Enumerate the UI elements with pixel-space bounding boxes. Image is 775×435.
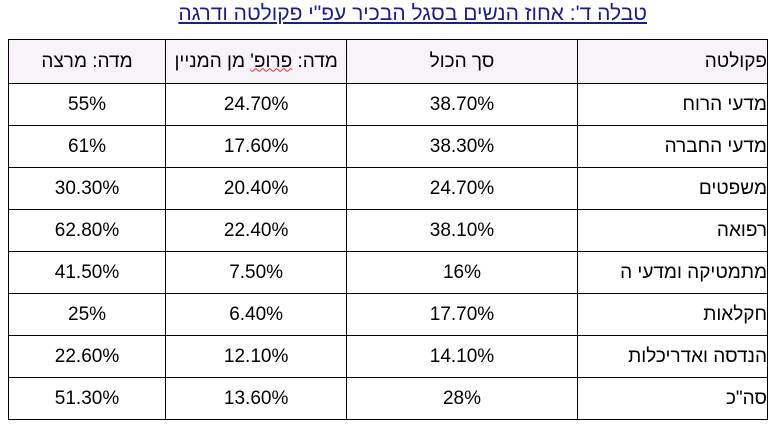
cell-total: 38.70% [346, 83, 578, 126]
table-row: רפואה 38.10% 22.40% 62.80% [7, 209, 769, 252]
table-header-row: פקולטה סך הכול מדה: פרופ' מן המניין מדה:… [7, 39, 769, 84]
cell-lecturer: 22.60% [7, 335, 167, 378]
cell-total: 38.30% [346, 125, 578, 168]
table-row: הנדסה ואדריכלות 14.10% 12.10% 22.60% [7, 335, 769, 378]
cell-faculty: משפטים [576, 167, 769, 210]
cell-total: 28% [346, 377, 578, 420]
cell-lecturer: 51.30% [7, 377, 167, 420]
table-row: מתמטיקה ומדעי ה 16% 7.50% 41.50% [7, 251, 769, 294]
cell-total: 38.10% [346, 209, 578, 252]
header-professor-word: פרופ' [250, 50, 293, 72]
cell-professor: 22.40% [165, 209, 348, 252]
cell-total: 14.10% [346, 335, 578, 378]
header-professor-prefix: מדה: [292, 50, 338, 72]
cell-lecturer: 61% [7, 125, 167, 168]
faculty-table: פקולטה סך הכול מדה: פרופ' מן המניין מדה:… [7, 39, 769, 420]
cell-lecturer: 41.50% [7, 251, 167, 294]
table-row-total: סה"כ 28% 13.60% 51.30% [7, 377, 769, 420]
cell-faculty: מדעי הרוח [576, 83, 769, 126]
table-row: מדעי החברה 38.30% 17.60% 61% [7, 125, 769, 168]
cell-professor: 13.60% [165, 377, 348, 420]
cell-lecturer: 62.80% [7, 209, 167, 252]
cell-total: 16% [346, 251, 578, 294]
cell-professor: 20.40% [165, 167, 348, 210]
table-row: משפטים 24.70% 20.40% 30.30% [7, 167, 769, 210]
cell-faculty: מדעי החברה [576, 125, 769, 168]
table-row: מדעי הרוח 38.70% 24.70% 55% [7, 83, 769, 126]
cell-faculty: רפואה [576, 209, 769, 252]
cell-faculty: הנדסה ואדריכלות [576, 335, 769, 378]
header-lecturer: מדה: מרצה [7, 39, 167, 84]
cell-lecturer: 25% [7, 293, 167, 336]
table-row: חקלאות 17.70% 6.40% 25% [7, 293, 769, 336]
header-professor-suffix: מן המניין [174, 50, 251, 72]
table-title: טבלה ד': אחוז הנשים בסגל הבכיר עפ"י פקול… [178, 2, 647, 25]
cell-faculty: מתמטיקה ומדעי ה [576, 251, 769, 294]
header-professor: מדה: פרופ' מן המניין [165, 39, 348, 84]
header-faculty: פקולטה [576, 39, 769, 84]
cell-lecturer: 30.30% [7, 167, 167, 210]
cell-lecturer: 55% [7, 83, 167, 126]
cell-professor: 24.70% [165, 83, 348, 126]
cell-professor: 12.10% [165, 335, 348, 378]
header-total: סך הכול [346, 39, 578, 84]
cell-professor: 7.50% [165, 251, 348, 294]
cell-faculty: חקלאות [576, 293, 769, 336]
cell-total: 24.70% [346, 167, 578, 210]
cell-professor: 6.40% [165, 293, 348, 336]
cell-faculty: סה"כ [576, 377, 769, 420]
cell-total: 17.70% [346, 293, 578, 336]
cell-professor: 17.60% [165, 125, 348, 168]
